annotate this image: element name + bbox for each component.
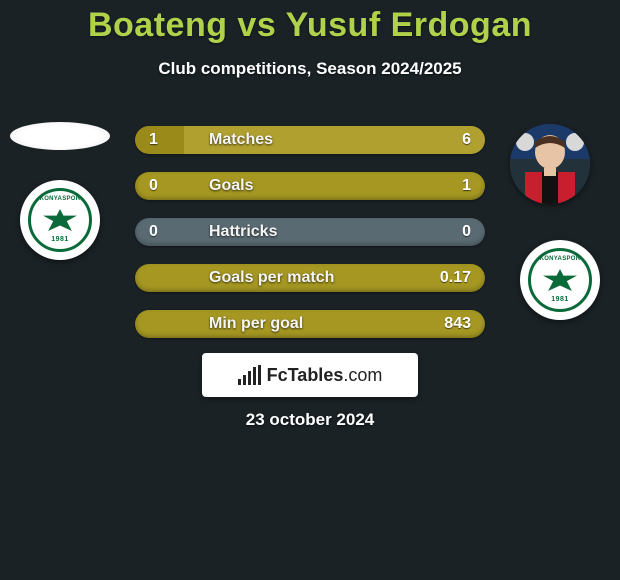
- stat-row: 0Goals1: [135, 172, 485, 200]
- page-title: Boateng vs Yusuf Erdogan: [0, 0, 620, 45]
- stat-right-value: 0.17: [431, 269, 471, 287]
- stat-row: 1Matches6: [135, 126, 485, 154]
- player-right-avatar: [510, 124, 590, 204]
- stats-panel: 1Matches60Goals10Hattricks0Goals per mat…: [135, 126, 485, 356]
- stat-right-value: 843: [431, 315, 471, 333]
- date-label: 23 october 2024: [0, 410, 620, 430]
- stat-right-value: 6: [431, 131, 471, 149]
- footer-brand: FcTables.com: [267, 365, 383, 386]
- bar-chart-icon: [238, 365, 261, 385]
- player-left-avatar: [10, 122, 110, 150]
- stat-row: 0Hattricks0: [135, 218, 485, 246]
- footer-logo: FcTables.com: [202, 353, 418, 397]
- club-badge-right: KONYASPOR 1981: [520, 240, 600, 320]
- stat-label: Goals: [189, 177, 431, 195]
- stat-label: Goals per match: [189, 269, 431, 287]
- stat-row: Goals per match0.17: [135, 264, 485, 292]
- club-emblem-icon: [543, 269, 577, 291]
- club-emblem-icon: [43, 209, 77, 231]
- stat-right-value: 0: [431, 223, 471, 241]
- club-name: KONYASPOR: [31, 196, 89, 202]
- club-year: 1981: [531, 296, 589, 303]
- club-year: 1981: [31, 236, 89, 243]
- page-subtitle: Club competitions, Season 2024/2025: [0, 59, 620, 79]
- stat-left-value: 0: [149, 177, 189, 195]
- stat-row: Min per goal843: [135, 310, 485, 338]
- stat-left-value: 0: [149, 223, 189, 241]
- stat-right-value: 1: [431, 177, 471, 195]
- stat-label: Hattricks: [189, 223, 431, 241]
- stat-label: Min per goal: [189, 315, 431, 333]
- club-badge-left: KONYASPOR 1981: [20, 180, 100, 260]
- stat-left-value: 1: [149, 131, 189, 149]
- club-name: KONYASPOR: [531, 256, 589, 262]
- stat-label: Matches: [189, 131, 431, 149]
